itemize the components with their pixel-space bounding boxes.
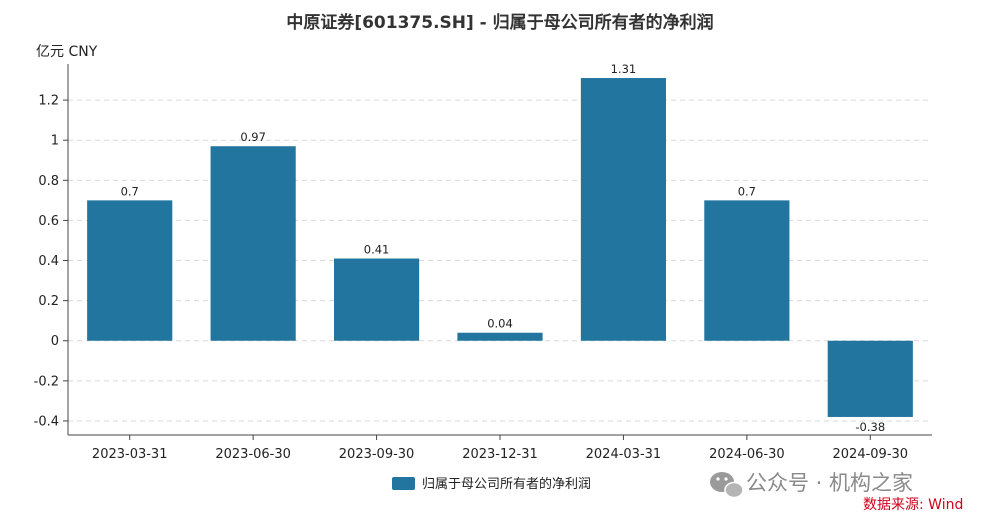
bar[interactable] — [210, 146, 296, 341]
x-tick-label: 2024-03-31 — [586, 447, 662, 462]
data-label: 0.04 — [487, 317, 513, 331]
data-label: 0.7 — [738, 184, 756, 198]
y-tick-label: -0.4 — [34, 414, 59, 429]
bar[interactable] — [87, 200, 173, 341]
wechat-icon — [710, 472, 744, 499]
x-tick-label: 2023-06-30 — [215, 447, 291, 462]
legend[interactable]: 归属于母公司所有者的净利润 — [392, 476, 591, 492]
y-tick-label: -0.2 — [34, 374, 59, 389]
watermark: 公众号 · 机构之家 — [710, 471, 913, 499]
data-label: 0.7 — [121, 184, 139, 198]
x-tick-label: 2023-09-30 — [339, 447, 415, 462]
y-tick-label: 0.8 — [38, 174, 59, 189]
bar[interactable] — [333, 258, 420, 341]
y-tick-label: 0.6 — [38, 214, 59, 229]
x-tick-label: 2023-12-31 — [462, 447, 538, 462]
bar[interactable] — [827, 340, 913, 417]
bar[interactable] — [704, 200, 790, 341]
bar-series: 0.7 0.97 0.41 0.04 1.31 0.7 -0.38 — [87, 62, 913, 434]
x-axis: 2023-03-31 2023-06-30 2023-09-30 2023-12-31… — [68, 434, 932, 462]
x-tick-label: 2024-09-30 — [833, 447, 909, 462]
x-tick-label: 2024-06-30 — [709, 447, 785, 462]
y-tick-label: 0.2 — [38, 294, 59, 309]
y-tick-label: 0.4 — [38, 254, 59, 269]
data-source-label: 数据来源: Wind — [863, 497, 963, 513]
data-label: -0.38 — [855, 420, 885, 434]
watermark-text: 公众号 · 机构之家 — [746, 471, 913, 495]
chart-title: 中原证券[601375.SH] - 归属于母公司所有者的净利润 — [286, 12, 713, 33]
y-tick-label: 0 — [51, 334, 59, 349]
y-axis-unit-label: 亿元 CNY — [36, 44, 98, 60]
x-tick-label: 2023-03-31 — [92, 447, 168, 462]
y-tick-label: 1.2 — [38, 94, 59, 109]
data-label: 0.97 — [240, 130, 266, 144]
y-tick-label: 1 — [51, 134, 59, 149]
legend-swatch — [392, 477, 415, 490]
data-label: 1.31 — [611, 62, 637, 76]
bar[interactable] — [580, 78, 667, 341]
y-axis: -0.4 -0.2 0 0.2 0.4 0.6 0.8 1 1.2 — [34, 64, 69, 435]
data-label: 0.41 — [364, 243, 390, 257]
gridlines — [68, 99, 932, 422]
legend-label: 归属于母公司所有者的净利润 — [422, 476, 591, 492]
bar[interactable] — [457, 332, 543, 341]
